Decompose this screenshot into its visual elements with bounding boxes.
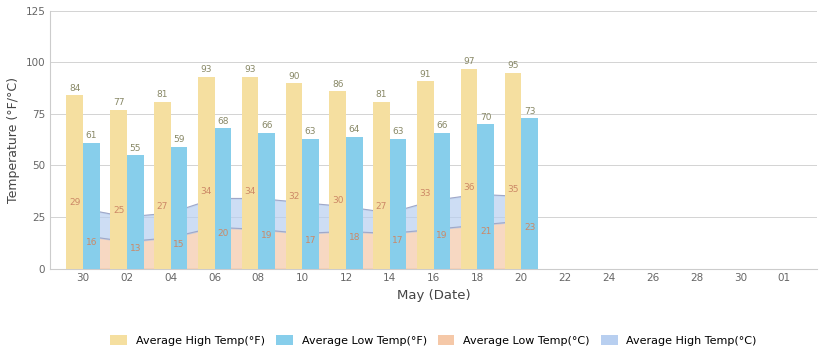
Text: 21: 21: [480, 227, 491, 236]
Bar: [477, 124, 494, 269]
Text: 63: 63: [305, 127, 316, 136]
Bar: [346, 136, 363, 269]
Text: 19: 19: [437, 231, 447, 240]
Text: 16: 16: [85, 237, 97, 247]
Text: 34: 34: [244, 188, 256, 197]
X-axis label: May (Date): May (Date): [397, 289, 471, 302]
Y-axis label: Temperature (°F/°C): Temperature (°F/°C): [7, 77, 20, 203]
Text: 20: 20: [217, 230, 228, 238]
Bar: [110, 110, 127, 269]
Text: 15: 15: [173, 240, 185, 249]
Text: 66: 66: [261, 121, 272, 130]
Text: 59: 59: [173, 135, 185, 144]
Bar: [302, 139, 319, 269]
Text: 17: 17: [305, 236, 316, 245]
Bar: [242, 77, 258, 269]
Text: 35: 35: [507, 185, 519, 194]
Text: 63: 63: [393, 127, 404, 136]
Text: 36: 36: [463, 183, 475, 192]
Text: 70: 70: [480, 113, 491, 122]
Text: 29: 29: [69, 198, 81, 207]
Bar: [66, 96, 83, 269]
Text: 19: 19: [261, 231, 272, 240]
Bar: [505, 73, 521, 269]
Text: 18: 18: [349, 233, 360, 243]
Text: 97: 97: [463, 57, 475, 66]
Bar: [417, 81, 433, 269]
Bar: [286, 83, 302, 269]
Text: 81: 81: [376, 90, 388, 99]
Bar: [154, 102, 171, 269]
Legend: Average High Temp(°F), Average Low Temp(°F), Average Low Temp(°C), Average High : Average High Temp(°F), Average Low Temp(…: [106, 331, 761, 350]
Bar: [374, 102, 390, 269]
Bar: [198, 77, 214, 269]
Bar: [521, 118, 538, 269]
Bar: [461, 69, 477, 269]
Bar: [433, 132, 450, 269]
Text: 84: 84: [69, 84, 81, 93]
Text: 64: 64: [349, 125, 360, 134]
Bar: [171, 147, 188, 269]
Bar: [127, 155, 144, 269]
Text: 73: 73: [524, 107, 535, 115]
Bar: [330, 91, 346, 269]
Text: 81: 81: [157, 90, 168, 99]
Text: 66: 66: [437, 121, 447, 130]
Text: 27: 27: [376, 202, 387, 211]
Text: 27: 27: [157, 202, 168, 211]
Text: 90: 90: [288, 72, 300, 81]
Bar: [83, 143, 100, 269]
Text: 93: 93: [201, 66, 212, 75]
Text: 91: 91: [419, 70, 431, 79]
Text: 86: 86: [332, 80, 344, 89]
Bar: [390, 139, 407, 269]
Text: 33: 33: [419, 189, 431, 198]
Text: 93: 93: [244, 66, 256, 75]
Text: 61: 61: [85, 131, 97, 140]
Text: 77: 77: [113, 98, 124, 108]
Text: 68: 68: [217, 117, 228, 126]
Text: 95: 95: [507, 61, 519, 70]
Text: 34: 34: [201, 188, 212, 197]
Text: 13: 13: [129, 244, 141, 253]
Text: 55: 55: [129, 144, 141, 153]
Text: 25: 25: [113, 206, 124, 215]
Bar: [258, 132, 275, 269]
Bar: [214, 129, 232, 269]
Text: 32: 32: [288, 191, 300, 201]
Text: 30: 30: [332, 195, 344, 205]
Text: 23: 23: [524, 223, 535, 232]
Text: 17: 17: [393, 236, 404, 245]
